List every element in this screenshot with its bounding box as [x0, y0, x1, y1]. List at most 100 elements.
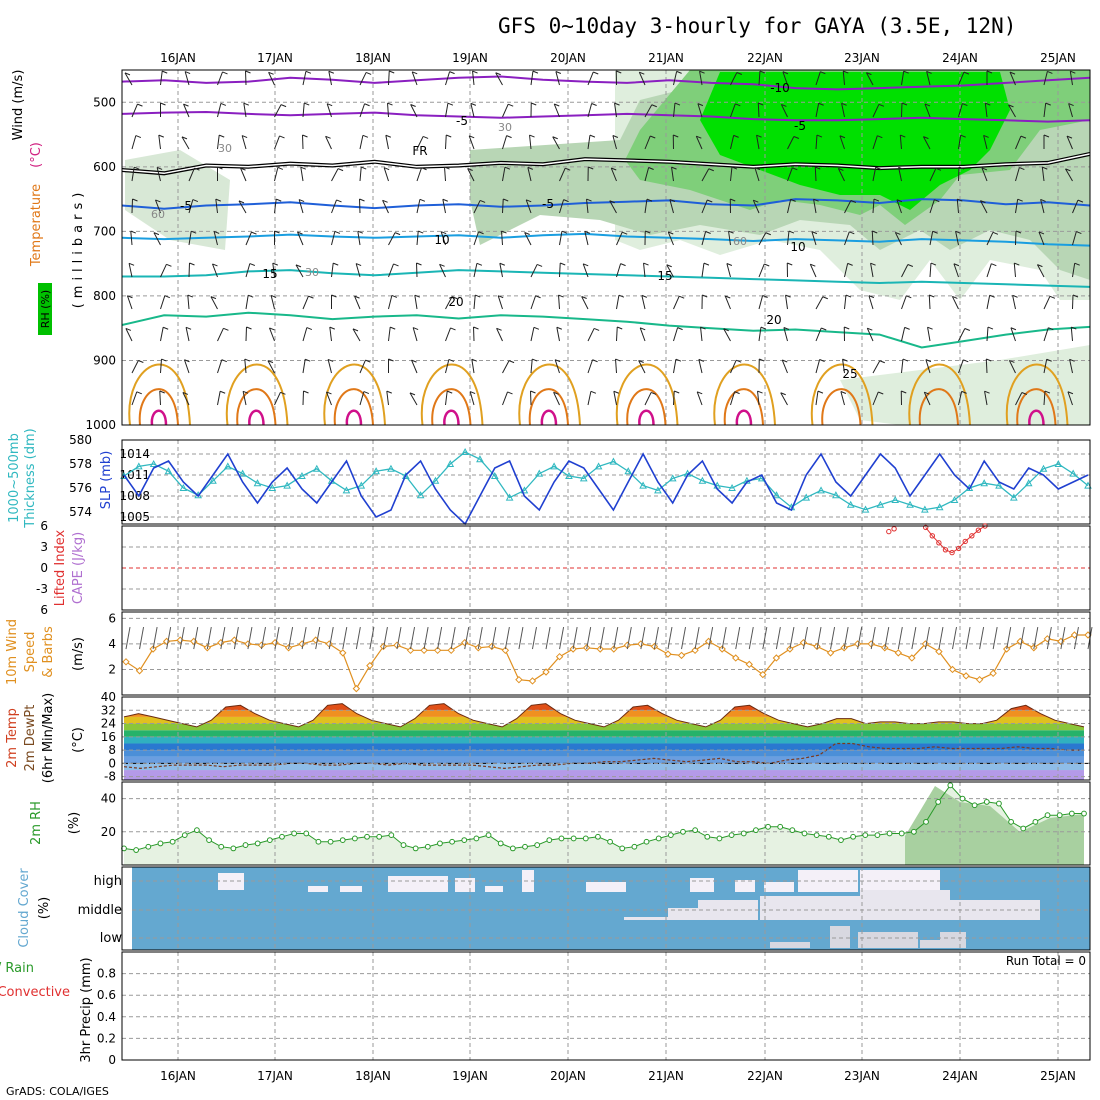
wind-barb: [726, 263, 731, 278]
surface-wind-barb: [233, 626, 239, 650]
wind-barb-flag: [622, 231, 628, 235]
wind-barb: [445, 103, 449, 118]
wind-barb-flag: [952, 295, 958, 299]
wind-barb-flag: [643, 262, 649, 266]
surface-wind-barb: [572, 626, 578, 650]
wind-barb: [160, 358, 162, 374]
wind-barb-flag: [620, 263, 626, 267]
wind-barb-flag: [554, 359, 561, 363]
thickness-point: [950, 495, 959, 503]
wind-barb: [1043, 71, 1048, 86]
wind-barb: [354, 295, 361, 310]
wind-barb: [924, 103, 931, 118]
wind-barb: [815, 359, 821, 374]
wind-barb-flag: [593, 327, 600, 331]
thickness-tick: 578: [69, 457, 92, 471]
precip-tick: 0.8: [97, 967, 116, 981]
upper-rh-label: RH (%): [39, 290, 52, 328]
wind-speed-tick: 2: [108, 662, 116, 676]
wind-barb-flag: [524, 232, 530, 235]
surface-wind-barb: [938, 626, 944, 650]
wind-barb: [984, 103, 988, 118]
wind-barb-flag: [365, 71, 372, 75]
rh-point: [619, 845, 626, 852]
wind-barb: [841, 103, 845, 118]
wind-barb: [979, 200, 988, 214]
wind-barb-flag: [128, 262, 135, 266]
contour-label: 25: [842, 367, 857, 381]
cloud-block-mid: [624, 917, 684, 920]
surface-wind-barb: [315, 626, 321, 650]
temp-color-band: [124, 770, 1084, 780]
rh-point: [838, 837, 844, 843]
wind-barb: [1036, 264, 1045, 278]
thickness-point: [357, 481, 366, 489]
wind-barb-flag: [669, 199, 676, 202]
thickness-point: [817, 486, 825, 494]
cloud-block-mid: [760, 896, 860, 920]
lifted-index-point: [955, 545, 962, 552]
wind-barb: [757, 391, 760, 406]
contour-label: 20: [448, 295, 463, 309]
wind-barb-flag: [733, 134, 739, 138]
rh-point: [582, 835, 589, 842]
lifted-index-tick: -3: [36, 582, 48, 596]
wind-barb: [359, 391, 365, 406]
wind-barb: [530, 71, 534, 86]
thickness-point: [654, 486, 662, 494]
rh-point: [157, 840, 164, 847]
wind-barb-flag: [820, 71, 826, 75]
wind-barb-flag: [703, 262, 710, 266]
wind-barb: [728, 231, 731, 246]
cloud-block-mid: [860, 890, 950, 920]
wind-barb: [325, 136, 332, 150]
thickness-point: [298, 471, 306, 479]
wind-barb-flag: [1067, 391, 1074, 395]
rh-point: [728, 832, 735, 839]
thickness-point: [372, 467, 380, 475]
temp-color-band: [124, 750, 1084, 757]
wind-barb-flag: [352, 328, 359, 332]
wind-barb-flag: [533, 326, 540, 330]
wind-barb: [638, 72, 646, 86]
wind-barb-flag: [616, 70, 622, 74]
wind-barb-flag: [679, 295, 685, 299]
surface-wind-barb: [450, 626, 456, 650]
contour-label: 30: [498, 121, 512, 134]
wind-barb: [986, 326, 989, 342]
wind-barb: [473, 200, 481, 214]
wind-barb: [701, 263, 705, 278]
wind-barb: [701, 168, 710, 182]
wind-barb: [352, 328, 361, 342]
wind-barb-flag: [725, 295, 731, 299]
wind-speed-point: [433, 646, 442, 655]
wind-barb-flag: [960, 134, 966, 138]
bl-temp-loop: [128, 363, 191, 426]
wind-barb-flag: [416, 262, 422, 266]
wind-barb: [268, 72, 275, 86]
surface-wind-barb: [979, 626, 985, 650]
surface-wind-barb: [965, 626, 971, 650]
slp-tick: 1005: [119, 510, 150, 524]
wind-barb: [329, 327, 332, 342]
wind-barb: [644, 104, 653, 118]
wind-barb: [1013, 263, 1016, 278]
wind-barb: [184, 71, 190, 86]
rh-point: [242, 842, 249, 848]
thickness-point: [1010, 493, 1018, 501]
rh-point: [218, 843, 225, 850]
wind-barb-flag: [813, 198, 819, 202]
wind-barb: [499, 263, 503, 278]
bl-temp-loop-inner: [333, 388, 374, 426]
wind-barb-flag: [326, 103, 333, 107]
temp-tick: 16: [101, 730, 116, 744]
rh-point: [923, 818, 929, 825]
wind-speed-point: [894, 649, 903, 657]
thickness-point: [209, 476, 217, 484]
wind-barb-flag: [220, 102, 227, 106]
wind-barb: [468, 135, 475, 150]
wind-barb-flag: [697, 103, 704, 107]
wind-barb: [929, 262, 932, 278]
contour-label: 15: [657, 269, 672, 283]
wind-barb: [872, 104, 880, 118]
